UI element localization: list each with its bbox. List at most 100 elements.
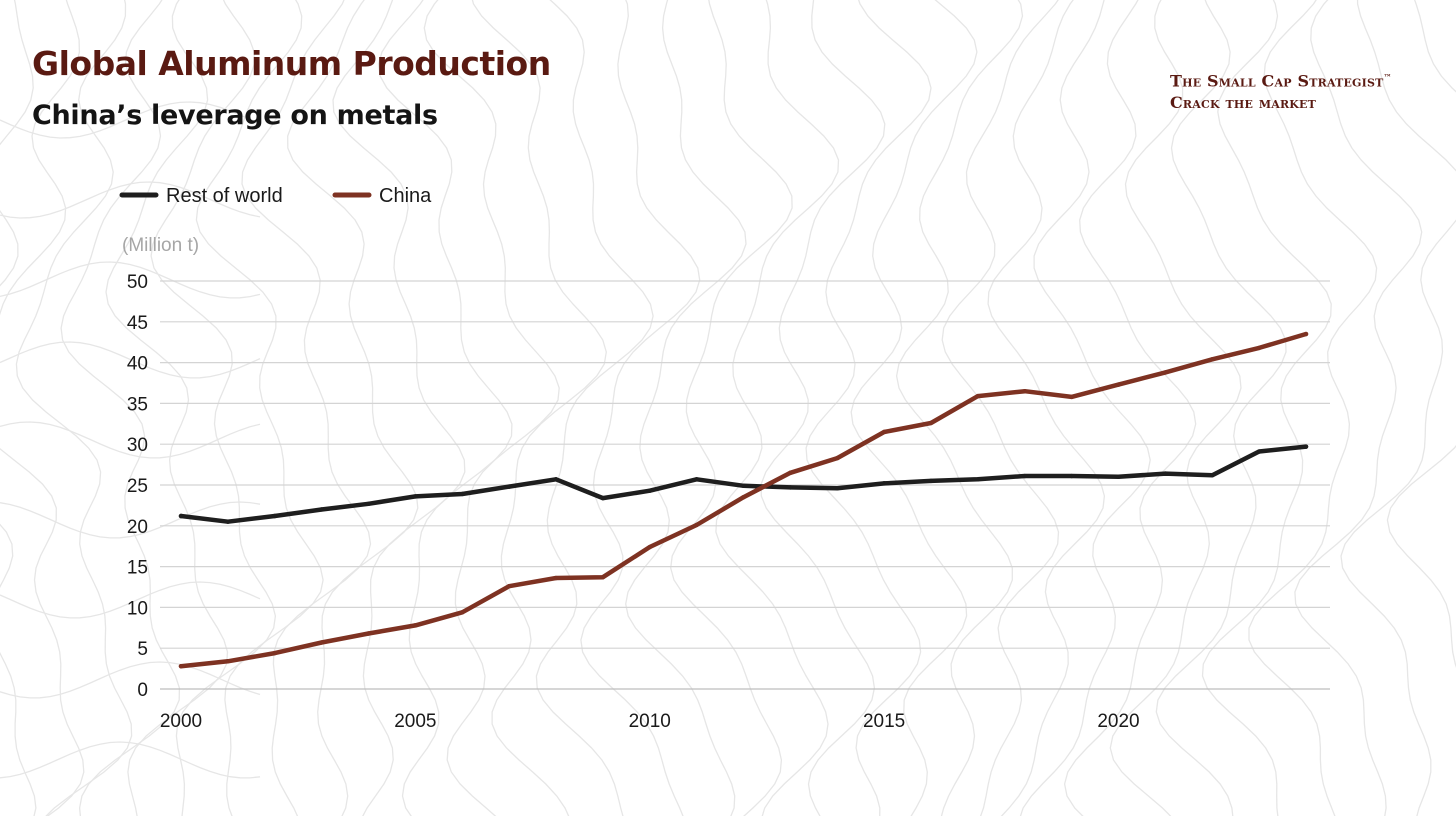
contour-line [471, 0, 607, 816]
data-point [413, 494, 418, 499]
contour-line [377, 0, 513, 816]
data-point [741, 483, 746, 489]
x-tick-label: 2020 [1097, 711, 1139, 732]
contour-line [850, 0, 978, 816]
contour-line [1019, 0, 1151, 816]
trademark-symbol: ™ [1383, 72, 1392, 82]
contour-line [715, 0, 840, 816]
brand-name: The Small Cap Strategist™ [1170, 66, 1392, 92]
y-tick-label: 40 [127, 354, 148, 375]
contour-line [760, 0, 886, 816]
data-point [1116, 474, 1121, 480]
legend-label: China [379, 185, 432, 207]
contour-line [195, 0, 324, 816]
y-tick-label: 15 [127, 558, 148, 579]
data-point [881, 429, 887, 435]
brand-tagline: Crack the market [1170, 93, 1317, 113]
contour-line [580, 0, 701, 816]
contour-line [0, 741, 261, 779]
contour-line [150, 0, 277, 816]
contour-line [287, 0, 419, 816]
contour-line [0, 101, 261, 139]
contour-line [670, 0, 793, 816]
contour-line [1294, 0, 1423, 816]
contour-line [895, 0, 1024, 816]
contour-line [941, 0, 1060, 816]
data-point [366, 631, 371, 636]
data-point [741, 495, 746, 500]
data-point [1069, 394, 1074, 400]
data-point [1303, 331, 1309, 337]
y-tick-label: 20 [127, 517, 148, 538]
chart-subtitle: China’s leverage on metals [32, 100, 438, 131]
x-tick-label: 2005 [394, 711, 436, 732]
contour-line [332, 0, 466, 816]
data-point [460, 491, 465, 497]
contour-line [0, 501, 261, 539]
data-point [600, 495, 606, 501]
data-point [506, 583, 512, 589]
contour-line [0, 0, 37, 816]
data-point [647, 544, 652, 550]
data-point [178, 513, 184, 519]
contour-line [987, 0, 1106, 816]
data-point [928, 420, 934, 426]
data-point [835, 455, 840, 461]
data-point [975, 393, 981, 399]
contour-line [0, 341, 261, 379]
contour-line [15, 0, 133, 816]
y-tick-label: 25 [127, 476, 148, 497]
data-point [835, 486, 840, 491]
data-point [928, 478, 934, 484]
data-point [1210, 473, 1215, 478]
contour-line [1201, 0, 1332, 816]
legend-label: Rest of world [166, 185, 283, 207]
contour-line [1063, 0, 1197, 816]
legend-item: China [332, 185, 432, 207]
x-tick-label: 2010 [629, 711, 671, 732]
data-point [506, 484, 512, 489]
data-point [1022, 473, 1027, 479]
data-point [600, 575, 606, 580]
data-point [319, 640, 324, 645]
data-point [788, 470, 793, 475]
data-point [975, 477, 981, 482]
data-point [553, 477, 559, 482]
contour-line [0, 0, 85, 816]
contour-line [105, 0, 229, 816]
data-point [366, 501, 371, 506]
x-tick-label: 2015 [863, 711, 905, 732]
data-point [460, 610, 465, 615]
y-tick-label: 50 [127, 272, 148, 293]
data-point [413, 623, 418, 628]
x-tick-label: 2000 [160, 711, 202, 732]
brand-logo: The Small Cap Strategist™ Crack the mark… [1170, 66, 1392, 114]
contour-line [535, 0, 654, 816]
data-point [553, 575, 559, 581]
data-point [788, 485, 793, 490]
data-point [881, 481, 887, 486]
y-tick-label: 5 [137, 639, 148, 660]
data-point [1303, 444, 1309, 449]
contour-line [805, 0, 932, 816]
contour-line [625, 0, 747, 816]
data-point [272, 513, 277, 519]
data-point [1256, 345, 1262, 351]
data-point [1022, 388, 1027, 394]
data-point [647, 488, 652, 493]
contour-line [60, 0, 181, 816]
data-point [272, 650, 277, 656]
contour-line [0, 261, 261, 299]
data-point [225, 659, 231, 664]
y-tick-label: 30 [127, 435, 148, 456]
data-point [1069, 473, 1074, 479]
series-line [178, 331, 1309, 669]
contour-line [1340, 0, 1456, 816]
contour-line [1109, 0, 1242, 816]
data-point [694, 522, 699, 528]
data-point [178, 663, 184, 669]
data-point [1256, 449, 1262, 454]
y-tick-label: 35 [127, 394, 148, 415]
data-point [1116, 382, 1121, 387]
